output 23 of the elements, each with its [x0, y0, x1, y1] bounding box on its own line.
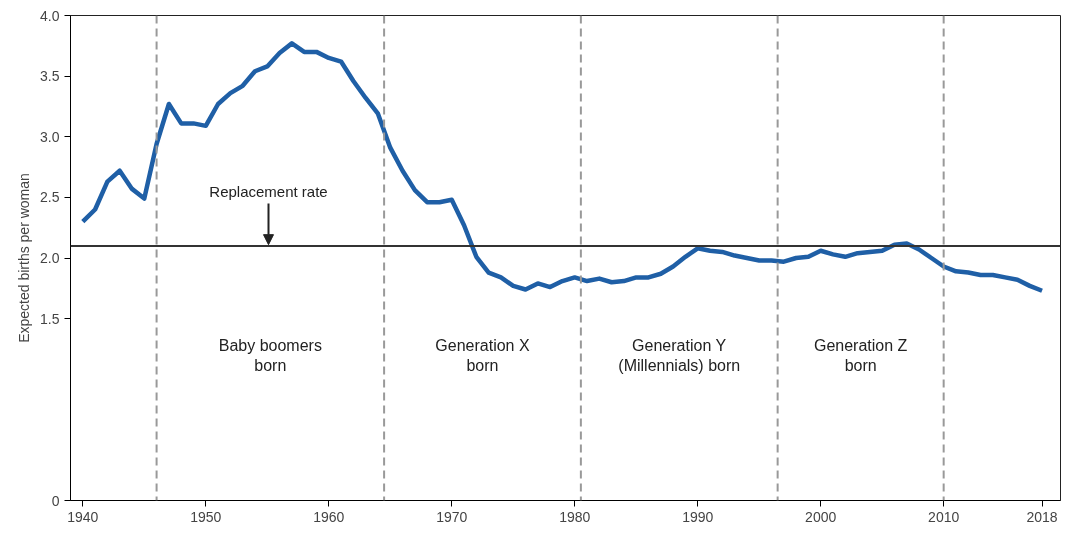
x-tick-label: 1940: [67, 508, 99, 525]
y-tick-label: 3.0: [40, 128, 60, 145]
y-tick-label: 4.0: [40, 7, 60, 24]
ref-line-label: Replacement rate: [209, 182, 328, 200]
x-tick-label: 1950: [190, 508, 222, 525]
line-series: [80, 41, 1045, 293]
y-tick-label: 2.0: [40, 250, 60, 266]
x-tick-label: 1980: [559, 508, 591, 525]
x-tick-label: 2010: [928, 508, 960, 525]
x-tick-label: 1970: [436, 508, 468, 525]
y-axis-title: Expected births per woman: [16, 173, 33, 343]
y-tick-label: 0: [51, 492, 60, 509]
x-tick-label: 1960: [313, 508, 345, 525]
annotation: Generation Z born: [813, 336, 908, 375]
annotation: Generation Y (Millennials) born: [618, 336, 741, 375]
x-tick-label: 2018: [1026, 508, 1058, 525]
x-tick-label: 1990: [682, 508, 714, 525]
y-tick-label: 2.5: [40, 189, 60, 206]
x-tick-label: 2000: [805, 508, 837, 525]
annotation: Generation X born: [435, 336, 530, 375]
annotation: Baby boomers born: [218, 336, 322, 375]
y-tick-label: 3.5: [40, 68, 60, 85]
y-tick-label: 1.5: [40, 310, 60, 327]
